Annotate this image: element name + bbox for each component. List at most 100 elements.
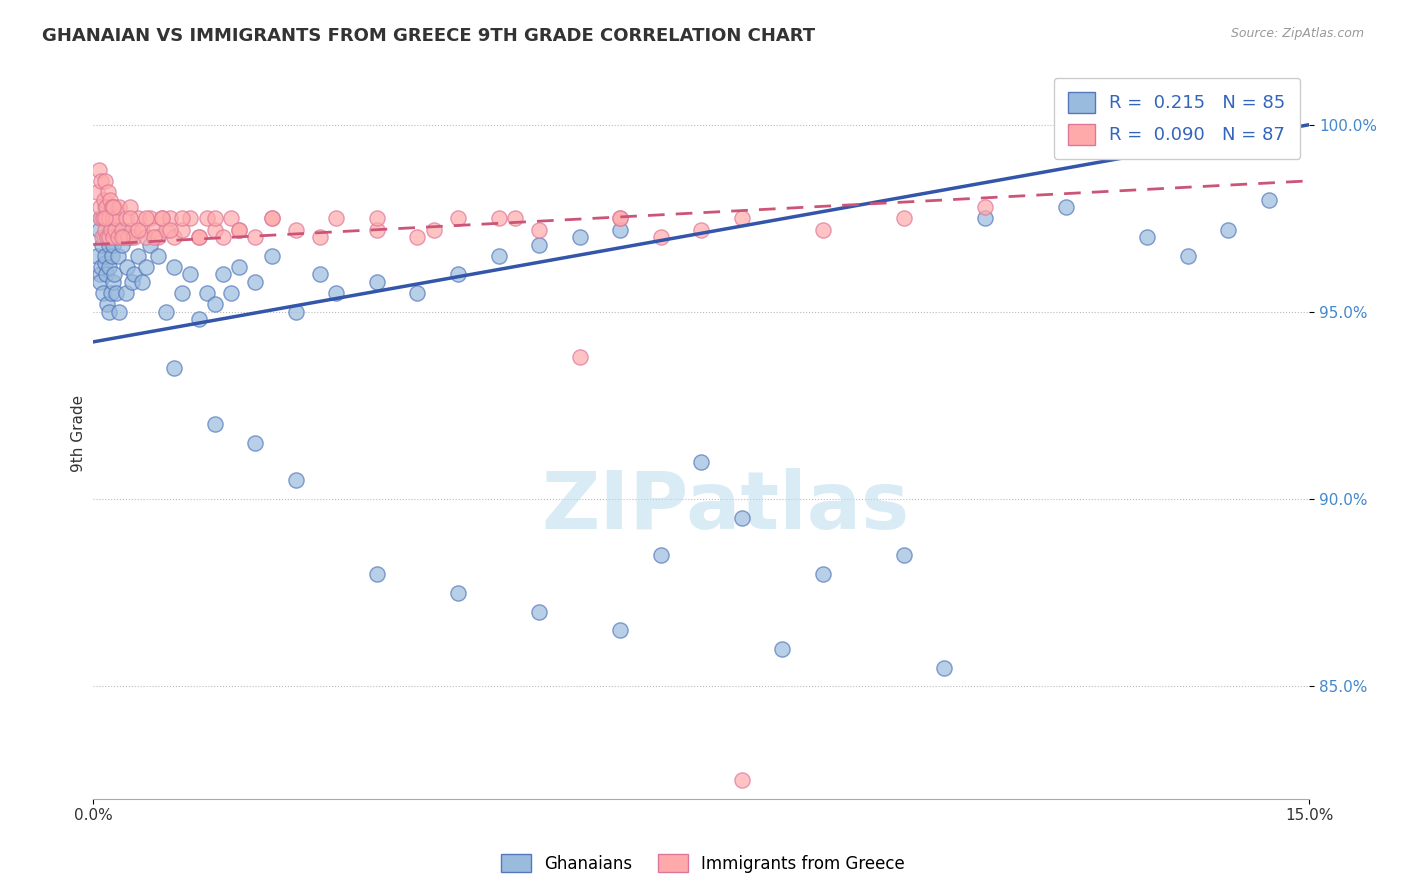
Point	[101, 249, 124, 263]
Point	[1136, 230, 1159, 244]
Point	[212, 230, 235, 244]
Point	[488, 249, 510, 263]
Point	[228, 260, 250, 274]
Point	[284, 474, 307, 488]
Point	[89, 275, 111, 289]
Point	[245, 436, 267, 450]
Point	[107, 230, 129, 244]
Point	[121, 275, 143, 289]
Point	[98, 230, 121, 244]
Point	[366, 211, 388, 226]
Point	[179, 268, 201, 282]
Point	[609, 211, 631, 226]
Point	[309, 230, 332, 244]
Point	[101, 211, 124, 226]
Point	[110, 237, 132, 252]
Point	[107, 249, 129, 263]
Point	[325, 211, 347, 226]
Text: ZIPatlas: ZIPatlas	[541, 467, 910, 546]
Point	[366, 222, 388, 236]
Point	[118, 200, 141, 214]
Point	[1257, 193, 1279, 207]
Point	[114, 286, 136, 301]
Point	[163, 361, 186, 376]
Point	[131, 275, 153, 289]
Point	[245, 230, 267, 244]
Point	[204, 211, 226, 226]
Point	[90, 260, 112, 274]
Point	[650, 230, 672, 244]
Point	[325, 286, 347, 301]
Point	[155, 305, 177, 319]
Point	[366, 275, 388, 289]
Point	[139, 211, 162, 226]
Point	[93, 230, 115, 244]
Point	[98, 222, 121, 236]
Point	[110, 230, 132, 244]
Point	[150, 211, 173, 226]
Point	[219, 286, 242, 301]
Point	[89, 200, 111, 214]
Point	[101, 200, 124, 214]
Point	[97, 185, 120, 199]
Point	[131, 222, 153, 236]
Text: GHANAIAN VS IMMIGRANTS FROM GREECE 9TH GRADE CORRELATION CHART: GHANAIAN VS IMMIGRANTS FROM GREECE 9TH G…	[42, 27, 815, 45]
Point	[118, 211, 141, 226]
Point	[447, 586, 470, 600]
Point	[94, 211, 117, 226]
Point	[89, 268, 111, 282]
Point	[974, 200, 997, 214]
Point	[204, 417, 226, 432]
Point	[228, 222, 250, 236]
Point	[93, 193, 115, 207]
Point	[107, 230, 129, 244]
Point	[568, 230, 591, 244]
Point	[731, 211, 754, 226]
Point	[96, 297, 118, 311]
Point	[366, 567, 388, 582]
Point	[159, 222, 181, 236]
Point	[127, 211, 149, 226]
Point	[172, 222, 194, 236]
Point	[101, 230, 124, 244]
Point	[568, 350, 591, 364]
Point	[172, 211, 194, 226]
Point	[87, 162, 110, 177]
Point	[309, 268, 332, 282]
Point	[114, 211, 136, 226]
Point	[135, 230, 157, 244]
Point	[118, 230, 141, 244]
Point	[110, 222, 132, 236]
Point	[195, 211, 218, 226]
Point	[94, 174, 117, 188]
Point	[108, 200, 131, 214]
Point	[811, 222, 834, 236]
Point	[96, 268, 118, 282]
Point	[187, 230, 209, 244]
Point	[731, 511, 754, 525]
Point	[179, 211, 201, 226]
Point	[422, 222, 444, 236]
Point	[122, 268, 145, 282]
Point	[97, 237, 120, 252]
Point	[447, 211, 470, 226]
Point	[447, 268, 470, 282]
Point	[103, 237, 125, 252]
Point	[406, 230, 429, 244]
Point	[163, 260, 186, 274]
Point	[150, 211, 173, 226]
Point	[488, 211, 510, 226]
Legend: Ghanaians, Immigrants from Greece: Ghanaians, Immigrants from Greece	[495, 847, 911, 880]
Point	[609, 222, 631, 236]
Point	[104, 222, 127, 236]
Point	[93, 222, 115, 236]
Point	[143, 230, 166, 244]
Point	[219, 211, 242, 226]
Point	[103, 200, 125, 214]
Point	[260, 211, 283, 226]
Point	[245, 275, 267, 289]
Point	[1218, 222, 1240, 236]
Point	[91, 286, 114, 301]
Point	[91, 230, 114, 244]
Point	[260, 211, 283, 226]
